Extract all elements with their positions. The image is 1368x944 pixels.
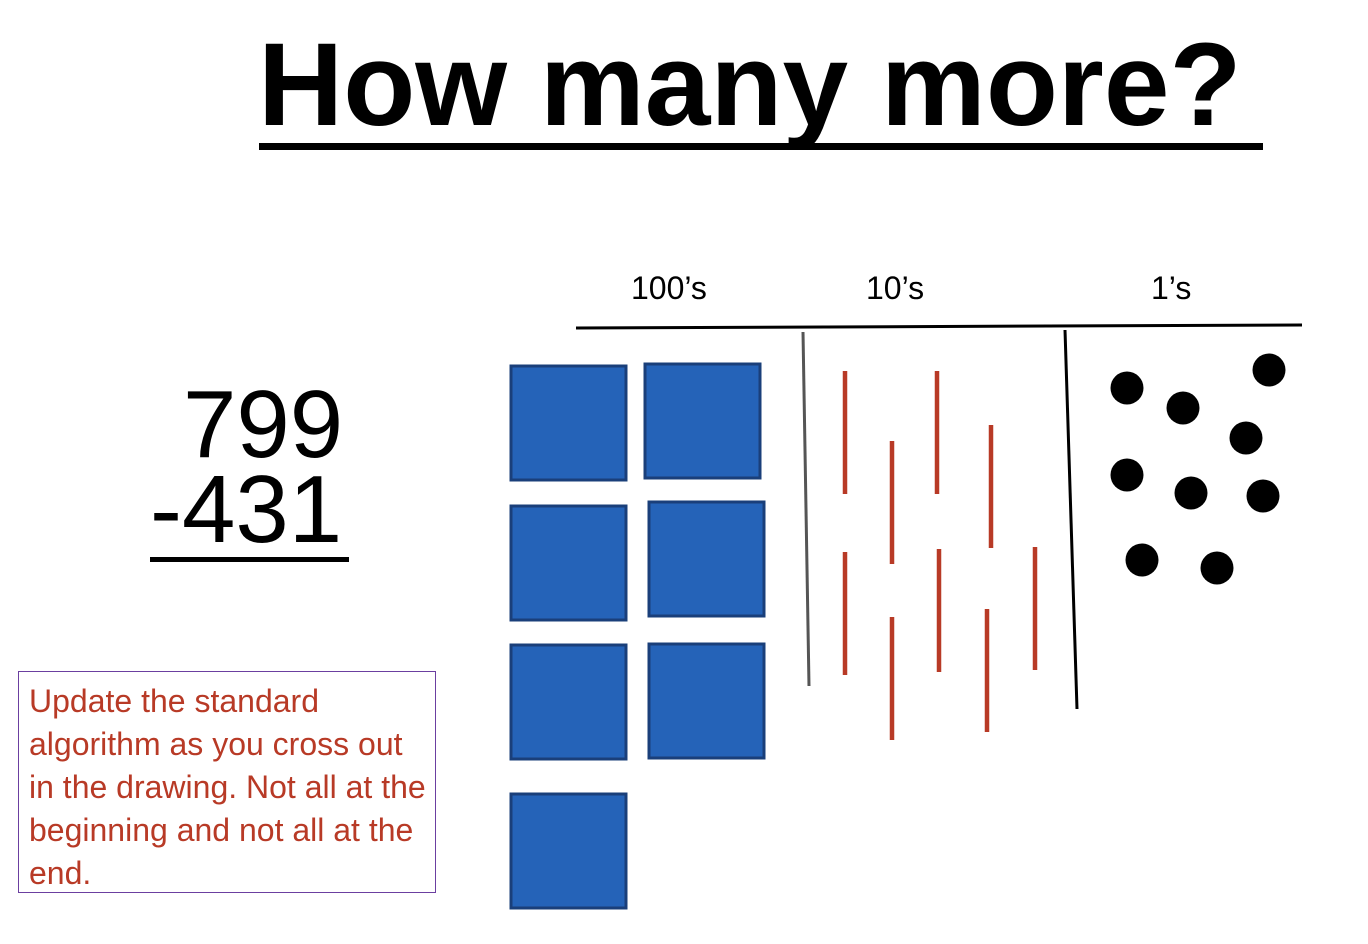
hundred-block	[647, 500, 766, 618]
hundred-block	[509, 792, 628, 910]
one-dot	[1246, 479, 1280, 513]
instruction-note: Update the standard algorithm as you cro…	[18, 671, 436, 893]
tens-label: 10’s	[866, 270, 925, 306]
one-dot	[1125, 543, 1159, 577]
hundreds-blocks	[509, 362, 766, 910]
ones-label: 1’s	[1151, 270, 1192, 306]
tens-ones-divider	[1063, 329, 1079, 710]
subtrahend: -431	[150, 456, 343, 563]
one-dot	[1200, 551, 1234, 585]
hundred-block	[509, 364, 628, 482]
hundreds-label: 100’s	[631, 270, 707, 306]
one-dot	[1174, 476, 1208, 510]
header-line	[575, 323, 1303, 330]
hundreds-tens-divider	[801, 331, 811, 687]
slide-title: How many more?	[258, 19, 1242, 151]
hundred-block	[509, 643, 628, 761]
one-dot	[1110, 458, 1144, 492]
title-underline	[259, 143, 1263, 150]
problem-underline	[150, 557, 349, 562]
minuend: 799	[183, 371, 344, 478]
one-dot	[1229, 421, 1263, 455]
ones-dots	[1110, 353, 1286, 585]
one-dot	[1166, 391, 1200, 425]
hundred-block	[643, 362, 762, 480]
one-dot	[1110, 371, 1144, 405]
one-dot	[1252, 353, 1286, 387]
hundred-block	[509, 504, 628, 622]
tens-sticks	[842, 371, 1038, 740]
hundred-block	[647, 642, 766, 760]
